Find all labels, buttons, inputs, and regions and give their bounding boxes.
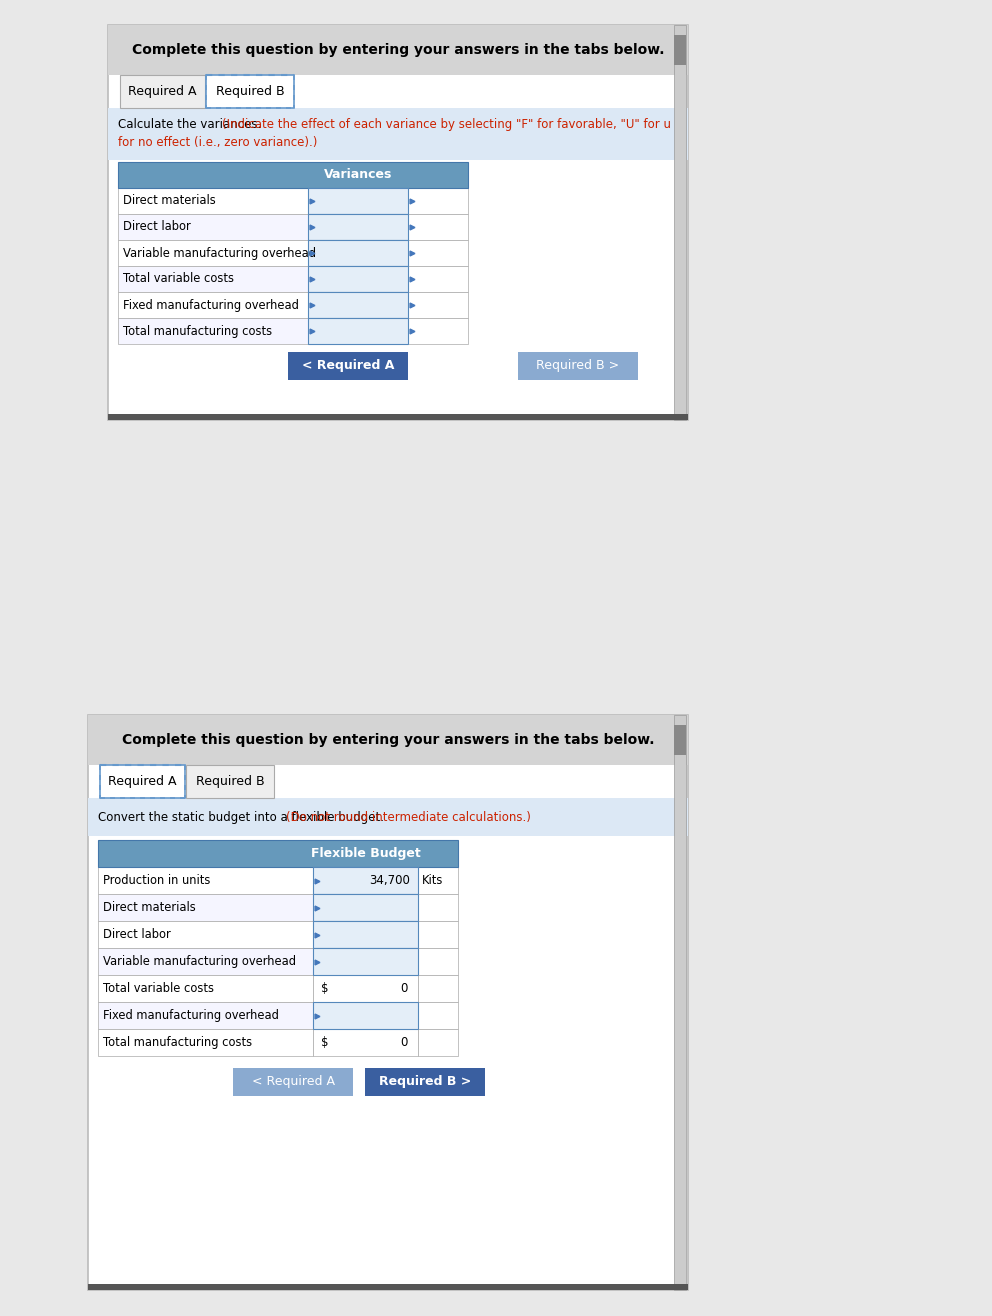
Bar (308, 240, 408, 266)
Bar (313, 867, 418, 894)
Text: Required B >: Required B > (537, 359, 620, 372)
Text: Required B: Required B (195, 775, 264, 788)
Bar (308, 266, 408, 292)
Text: Fixed manufacturing overhead: Fixed manufacturing overhead (103, 1009, 279, 1023)
Bar (98, 1001, 313, 1029)
Bar (186, 765, 274, 797)
Bar (100, 765, 185, 797)
Bar (418, 948, 458, 975)
Text: 0: 0 (401, 982, 408, 995)
Bar (233, 1069, 353, 1096)
Bar (418, 867, 458, 894)
Bar (674, 36, 686, 64)
Bar (313, 921, 418, 948)
Text: Total manufacturing costs: Total manufacturing costs (123, 325, 272, 337)
Text: for no effect (i.e., zero variance).): for no effect (i.e., zero variance).) (118, 136, 317, 149)
Bar (88, 715, 688, 1290)
Bar (308, 215, 408, 240)
Text: Convert the static budget into a flexible budget.: Convert the static budget into a flexibl… (98, 811, 388, 824)
Text: (Indicate the effect of each variance by selecting "F" for favorable, "U" for u: (Indicate the effect of each variance by… (222, 118, 671, 132)
Text: Complete this question by entering your answers in the tabs below.: Complete this question by entering your … (122, 733, 655, 747)
Text: Calculate the variances.: Calculate the variances. (118, 118, 265, 132)
Bar (108, 108, 688, 161)
Bar (408, 215, 468, 240)
Bar (408, 188, 468, 215)
Bar (98, 1029, 313, 1055)
Text: Flexible Budget: Flexible Budget (310, 848, 421, 859)
Text: 34,700: 34,700 (369, 874, 410, 887)
Text: Required B >: Required B > (379, 1075, 471, 1088)
Text: Total variable costs: Total variable costs (103, 982, 214, 995)
Bar (118, 318, 308, 343)
Bar (308, 318, 408, 343)
Bar (418, 894, 458, 921)
Bar (88, 797, 688, 836)
Bar (98, 894, 313, 921)
Bar (418, 1001, 458, 1029)
Text: Fixed manufacturing overhead: Fixed manufacturing overhead (123, 299, 299, 312)
Text: Required B: Required B (215, 86, 285, 97)
Bar (98, 948, 313, 975)
Bar (408, 292, 468, 318)
Bar (206, 75, 294, 108)
Text: Variances: Variances (323, 168, 392, 182)
Bar (120, 75, 205, 108)
Text: (Do not round intermediate calculations.): (Do not round intermediate calculations.… (286, 811, 531, 824)
Bar (674, 725, 686, 755)
Bar (674, 25, 686, 420)
Bar (408, 240, 468, 266)
Text: Required A: Required A (128, 86, 196, 97)
Bar (108, 25, 688, 75)
Bar (418, 1029, 458, 1055)
Bar (408, 266, 468, 292)
Text: Direct materials: Direct materials (103, 901, 195, 915)
Bar (108, 415, 688, 420)
Bar (313, 1029, 418, 1055)
Bar (313, 894, 418, 921)
Text: $: $ (321, 982, 328, 995)
Bar (365, 1069, 485, 1096)
Bar (313, 975, 418, 1001)
Bar (118, 266, 308, 292)
Text: Total manufacturing costs: Total manufacturing costs (103, 1036, 252, 1049)
Bar (98, 921, 313, 948)
Text: Direct materials: Direct materials (123, 195, 215, 208)
Bar (118, 240, 308, 266)
Bar (118, 162, 468, 188)
Bar (88, 715, 688, 765)
Text: < Required A: < Required A (302, 359, 394, 372)
Bar (108, 25, 688, 420)
Bar (518, 351, 638, 380)
Bar (288, 351, 408, 380)
Text: Total variable costs: Total variable costs (123, 272, 234, 286)
Text: Direct labor: Direct labor (103, 928, 171, 941)
Text: < Required A: < Required A (252, 1075, 334, 1088)
Bar (118, 215, 308, 240)
Bar (418, 921, 458, 948)
Bar (313, 948, 418, 975)
Bar (98, 867, 313, 894)
Bar (118, 188, 308, 215)
Bar (308, 292, 408, 318)
Text: Variable manufacturing overhead: Variable manufacturing overhead (123, 246, 316, 259)
Bar (118, 292, 308, 318)
Text: Production in units: Production in units (103, 874, 210, 887)
Bar (418, 975, 458, 1001)
Text: Variable manufacturing overhead: Variable manufacturing overhead (103, 955, 296, 969)
Text: Complete this question by entering your answers in the tabs below.: Complete this question by entering your … (132, 43, 665, 57)
Text: Direct labor: Direct labor (123, 221, 190, 233)
Bar (313, 1001, 418, 1029)
Bar (308, 188, 408, 215)
Text: Required A: Required A (108, 775, 177, 788)
Bar (88, 1284, 688, 1290)
Bar (674, 715, 686, 1290)
Text: $: $ (321, 1036, 328, 1049)
Bar (408, 318, 468, 343)
Text: 0: 0 (401, 1036, 408, 1049)
Bar (98, 975, 313, 1001)
Bar (98, 840, 458, 867)
Text: Kits: Kits (422, 874, 443, 887)
